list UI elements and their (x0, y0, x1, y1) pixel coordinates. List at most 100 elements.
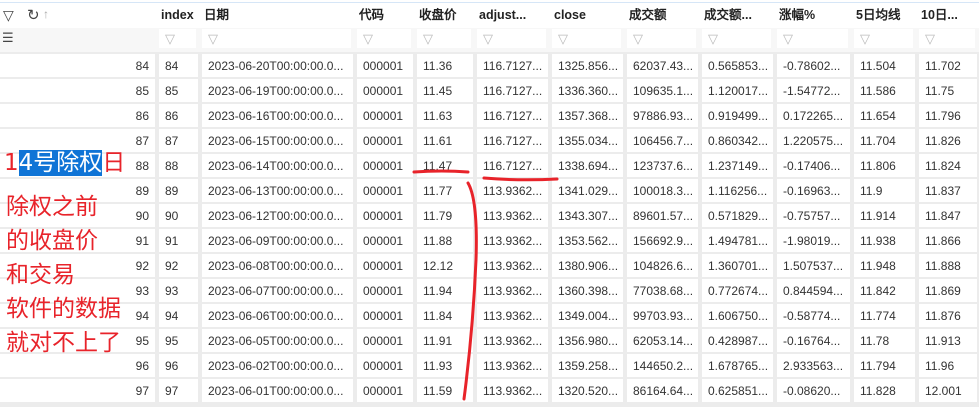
table-cell[interactable]: 1353.562... (552, 229, 623, 252)
table-cell[interactable]: 62037.43... (627, 54, 698, 77)
row-number[interactable]: 84 (0, 54, 155, 77)
table-cell[interactable]: 000001 (357, 179, 413, 202)
table-cell[interactable]: 11.59 (417, 379, 473, 402)
table-cell[interactable]: 62053.14... (627, 329, 698, 352)
table-row[interactable]: 93 93 2023-06-07T00:00:00.0... 000001 11.94 1… (0, 278, 979, 303)
table-row[interactable]: 92 92 2023-06-08T00:00:00.0... 000001 12.12 1… (0, 253, 979, 278)
table-cell[interactable]: 1320.520... (552, 379, 623, 402)
table-cell[interactable]: 113.9362... (477, 354, 548, 377)
table-cell[interactable]: 0.625851... (702, 379, 773, 402)
table-cell[interactable]: 000001 (357, 304, 413, 327)
table-cell[interactable]: 0.428987... (702, 329, 773, 352)
table-cell[interactable]: 11.888 (919, 254, 977, 277)
table-cell[interactable]: 11.824 (919, 154, 977, 177)
column-filter-input[interactable]: ▽ (202, 29, 351, 48)
table-cell[interactable]: 11.78 (854, 329, 915, 352)
table-cell[interactable]: 11.847 (919, 204, 977, 227)
table-cell[interactable]: 2023-06-07T00:00:00.0... (202, 279, 353, 302)
table-cell[interactable]: 11.869 (919, 279, 977, 302)
table-cell[interactable]: 0.172265... (777, 104, 850, 127)
clear-filter-icon[interactable]: ☰ (2, 30, 14, 45)
table-cell[interactable]: 000001 (357, 104, 413, 127)
table-cell[interactable]: 87 (159, 129, 198, 152)
table-row[interactable]: 86 86 2023-06-16T00:00:00.0... 000001 11.63 1… (0, 103, 979, 128)
table-cell[interactable]: 11.61 (417, 129, 473, 152)
table-cell[interactable]: -0.58774... (777, 304, 850, 327)
table-cell[interactable]: 2023-06-02T00:00:00.0... (202, 354, 353, 377)
table-cell[interactable]: 90 (159, 204, 198, 227)
column-header[interactable]: 日期 (204, 8, 230, 22)
table-cell[interactable]: 000001 (357, 229, 413, 252)
table-cell[interactable]: 144650.2... (627, 354, 698, 377)
table-cell[interactable]: 113.9362... (477, 279, 548, 302)
table-cell[interactable]: 116.7127... (477, 54, 548, 77)
table-row[interactable]: 89 89 2023-06-13T00:00:00.0... 000001 11.77 1… (0, 178, 979, 203)
table-cell[interactable]: 88 (159, 154, 198, 177)
column-filter-input[interactable]: ▽ (357, 29, 411, 48)
table-cell[interactable]: 1357.368... (552, 104, 623, 127)
table-cell[interactable]: 11.796 (919, 104, 977, 127)
table-cell[interactable]: 11.9 (854, 179, 915, 202)
filter-icon[interactable]: ▽ (3, 7, 14, 23)
column-header[interactable]: close (554, 8, 586, 22)
table-cell[interactable]: 1.494781... (702, 229, 773, 252)
column-filter-input[interactable]: ▽ (477, 29, 546, 48)
table-cell[interactable]: 000001 (357, 279, 413, 302)
row-number[interactable]: 90 (0, 204, 155, 227)
table-cell[interactable]: 116.7127... (477, 104, 548, 127)
table-cell[interactable]: 113.9362... (477, 229, 548, 252)
refresh-icon[interactable]: ↻ (27, 7, 40, 24)
table-cell[interactable]: 11.96 (919, 354, 977, 377)
row-number[interactable]: 96 (0, 354, 155, 377)
table-cell[interactable]: 100018.3... (627, 179, 698, 202)
table-cell[interactable]: 104826.6... (627, 254, 698, 277)
table-cell[interactable]: 113.9362... (477, 254, 548, 277)
table-cell[interactable]: 1.120017... (702, 79, 773, 102)
table-cell[interactable]: 2023-06-13T00:00:00.0... (202, 179, 353, 202)
column-filter-input[interactable]: ▽ (777, 29, 848, 48)
table-cell[interactable]: 000001 (357, 354, 413, 377)
table-cell[interactable]: 11.91 (417, 329, 473, 352)
table-cell[interactable]: 0.860342... (702, 129, 773, 152)
table-cell[interactable]: 11.948 (854, 254, 915, 277)
table-row[interactable]: 87 87 2023-06-15T00:00:00.0... 000001 11.61 1… (0, 128, 979, 153)
table-cell[interactable]: 12.001 (919, 379, 977, 402)
table-cell[interactable]: 89 (159, 179, 198, 202)
table-cell[interactable]: -0.75757... (777, 204, 850, 227)
column-filter-input[interactable]: ▽ (159, 29, 196, 48)
table-row[interactable]: 88 88 2023-06-14T00:00:00.0... 000001 11.47 1… (0, 153, 979, 178)
row-number[interactable]: 95 (0, 329, 155, 352)
table-cell[interactable]: 11.837 (919, 179, 977, 202)
row-number[interactable]: 87 (0, 129, 155, 152)
column-header[interactable]: 10日... (921, 8, 958, 22)
table-cell[interactable]: 2023-06-01T00:00:00.0... (202, 379, 353, 402)
table-cell[interactable]: 84 (159, 54, 198, 77)
table-cell[interactable]: 1341.029... (552, 179, 623, 202)
table-cell[interactable]: 000001 (357, 204, 413, 227)
table-cell[interactable]: 99703.93... (627, 304, 698, 327)
table-cell[interactable]: 000001 (357, 79, 413, 102)
table-cell[interactable]: 1338.694... (552, 154, 623, 177)
column-header[interactable]: index (161, 8, 194, 22)
table-cell[interactable]: 1.678765... (702, 354, 773, 377)
row-number[interactable]: 97 (0, 379, 155, 402)
row-number[interactable]: 89 (0, 179, 155, 202)
table-cell[interactable]: 109635.1... (627, 79, 698, 102)
table-cell[interactable]: -1.54772... (777, 79, 850, 102)
table-cell[interactable]: 97886.93... (627, 104, 698, 127)
table-cell[interactable]: 11.586 (854, 79, 915, 102)
table-row[interactable]: 94 94 2023-06-06T00:00:00.0... 000001 11.84 1… (0, 303, 979, 328)
row-number[interactable]: 94 (0, 304, 155, 327)
table-cell[interactable]: 113.9362... (477, 304, 548, 327)
table-cell[interactable]: 116.7127... (477, 129, 548, 152)
table-cell[interactable]: 1359.258... (552, 354, 623, 377)
table-cell[interactable]: 2023-06-05T00:00:00.0... (202, 329, 353, 352)
table-cell[interactable]: 1.237149... (702, 154, 773, 177)
table-cell[interactable]: 11.774 (854, 304, 915, 327)
table-cell[interactable]: 1.606750... (702, 304, 773, 327)
table-cell[interactable]: 0.565853... (702, 54, 773, 77)
table-cell[interactable]: 000001 (357, 254, 413, 277)
table-cell[interactable]: 86164.64... (627, 379, 698, 402)
table-cell[interactable]: 116.7127... (477, 79, 548, 102)
table-cell[interactable]: 2023-06-15T00:00:00.0... (202, 129, 353, 152)
